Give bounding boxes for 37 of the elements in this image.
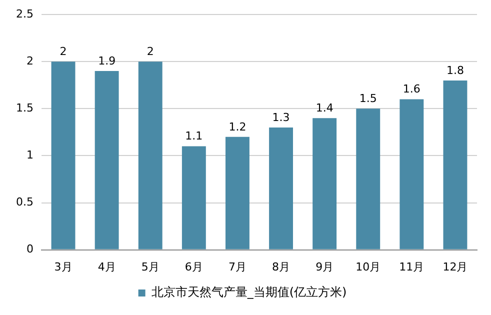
x-tick-label: 9月	[316, 260, 334, 274]
y-tick-label: 2.5	[16, 7, 34, 20]
y-tick-label: 0	[26, 242, 34, 256]
bar	[51, 62, 76, 250]
x-tick-label: 7月	[228, 260, 246, 274]
bar	[94, 71, 119, 250]
y-tick-label: 2	[26, 54, 34, 68]
bar	[269, 127, 293, 250]
data-label: 1.4	[316, 101, 334, 114]
x-tick-label: 11月	[399, 260, 424, 274]
x-tick-label: 6月	[184, 260, 203, 274]
x-tick-label: 12月	[442, 260, 468, 274]
data-label: 1.5	[359, 92, 377, 106]
y-tick-label: 1.5	[16, 102, 34, 115]
legend-label: 北京市天然气产量_当期值(亿立方米)	[151, 285, 347, 300]
bar	[443, 80, 468, 250]
data-label: 1.9	[98, 54, 116, 68]
x-tick-label: 3月	[54, 260, 72, 274]
data-label: 1.8	[446, 64, 464, 77]
data-label: 2	[146, 45, 154, 58]
bar	[182, 146, 206, 250]
data-label: 1.1	[185, 130, 203, 143]
bar	[312, 118, 337, 250]
bar	[138, 62, 162, 250]
data-label: 1.6	[402, 82, 420, 96]
bar	[400, 99, 424, 250]
x-tick-label: 5月	[141, 260, 160, 274]
data-label: 2	[60, 45, 67, 58]
bar	[225, 136, 250, 250]
y-tick-label: 0.5	[16, 196, 34, 209]
x-tick-label: 4月	[98, 260, 116, 274]
x-tick-label: 10月	[356, 260, 381, 274]
x-tick-label: 8月	[272, 260, 290, 274]
bar	[356, 108, 380, 250]
data-label: 1.2	[228, 120, 246, 134]
y-tick-label: 1	[26, 148, 34, 162]
data-label: 1.3	[272, 110, 290, 124]
